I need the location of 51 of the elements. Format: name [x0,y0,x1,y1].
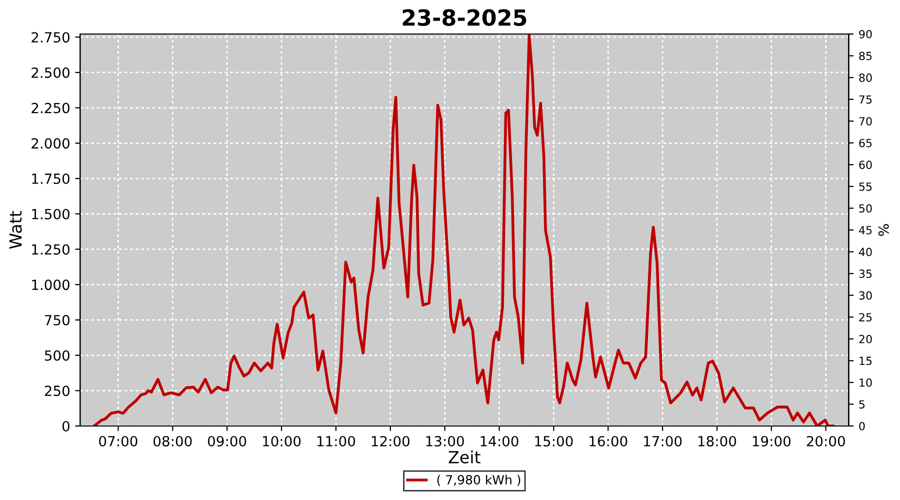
y2-axis-title: % [878,224,889,236]
y2-tick-label: 25 [859,313,872,322]
x-tick-label: 11:00 [317,436,356,446]
legend-label: ( 7,980 kWh ) [437,474,520,486]
y2-tick-label: 15 [860,356,872,366]
y2-tick-label: 40 [858,248,872,256]
y-tick-label: 0 [62,420,70,432]
y2-tick-label: 20 [859,334,872,344]
y-tick-label: 2.000 [32,138,70,149]
y2-tick-label: 35 [859,270,872,278]
x-tick-label: 20:00 [806,436,845,446]
x-tick-label: 10:00 [263,436,301,446]
x-tick-label: 13:00 [426,436,464,446]
y-axis-title: Watt [9,211,22,249]
line-series [92,34,834,426]
x-tick-label: 18:00 [698,436,736,446]
x-tick-label: 14:00 [480,436,518,446]
x-tick-label: 15:00 [535,436,573,446]
y2-tick-label: 55 [859,182,872,191]
y2-tick-label: 5 [859,400,865,409]
x-tick-label: 16:00 [590,436,628,446]
x-tick-label: 17:00 [644,436,682,446]
y-tick-label: 1.250 [32,244,70,255]
y2-tick-label: 60 [859,160,872,170]
y2-tick-label: 90 [859,30,872,38]
y-tick-label: 250 [44,386,70,396]
y2-tick-label: 80 [859,74,872,82]
x-tick-label: 19:00 [752,436,790,446]
y-tick-label: 1.500 [32,208,70,220]
x-tick-label: 07:00 [99,436,138,446]
y2-tick-label: 70 [859,117,872,126]
x-axis-title: Zeit [448,450,480,464]
x-tick-label: 09:00 [208,436,246,446]
y2-tick-label: 85 [859,52,872,60]
y-tick-label: 1.000 [32,280,70,290]
y2-tick-label: 65 [859,138,872,148]
y2-tick-label: 50 [859,204,872,213]
y2-tick-label: 30 [859,291,872,300]
chart-title: 23-8-2025 [402,9,526,26]
y2-tick-label: 75 [859,95,872,104]
y2-tick-label: 10 [860,378,872,387]
x-tick-label: 08:00 [154,436,192,446]
x-tick-label: 12:00 [372,436,410,446]
y-tick-label: 2.500 [32,67,70,78]
y-tick-label: 2.750 [32,32,70,43]
y-tick-label: 2.250 [32,102,70,114]
y2-tick-label: 45 [858,226,872,234]
y-tick-label: 1.750 [32,173,70,184]
y2-tick-label: 0 [859,422,865,430]
y-tick-label: 500 [44,350,70,361]
y-tick-label: 750 [45,314,70,326]
